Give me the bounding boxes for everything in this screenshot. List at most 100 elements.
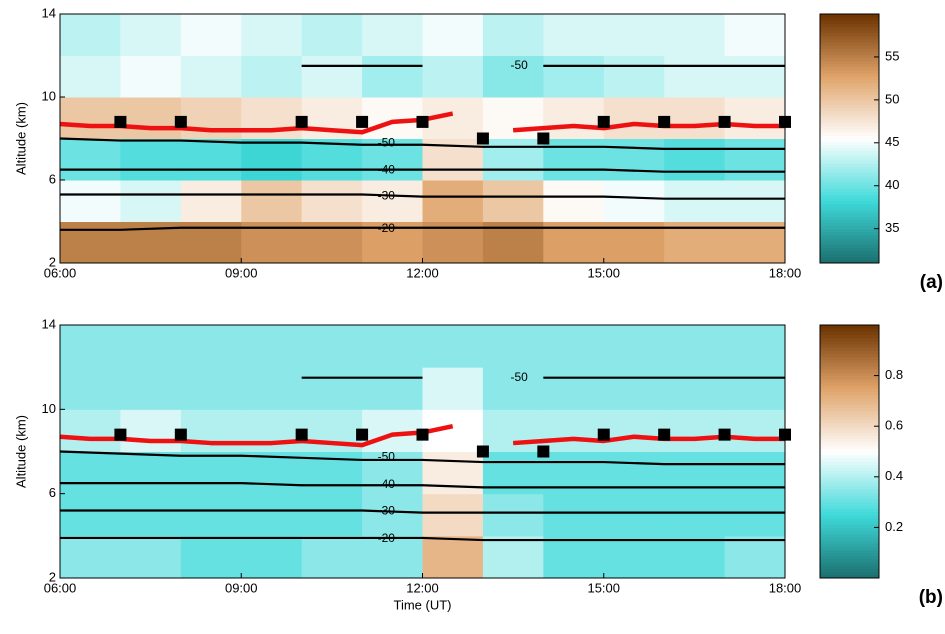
colorbar-swatch [820, 166, 879, 171]
square-marker [718, 115, 731, 128]
colorbar-swatch [820, 63, 879, 68]
colorbar-swatch [820, 464, 879, 468]
y-axis-label: Altitude (km) [13, 102, 28, 175]
colorbar-swatch [820, 540, 879, 544]
colorbar-swatch [820, 454, 879, 459]
colorbar-swatch [820, 32, 879, 37]
heatmap-cell [60, 451, 121, 495]
square-marker [597, 115, 610, 128]
colorbar-swatch [820, 60, 879, 65]
heatmap-cell [60, 409, 121, 452]
contour-label: -40 [378, 163, 396, 177]
colorbar-swatch [820, 169, 879, 174]
colorbar-swatch [820, 451, 879, 456]
colorbar-swatch [820, 325, 879, 329]
heatmap-cell [120, 493, 182, 537]
colorbar-swatch [820, 54, 879, 59]
heatmap-cell [180, 493, 242, 537]
heatmap-cell [724, 409, 786, 452]
colorbar-swatch [820, 231, 879, 236]
x-tick-label: 09:00 [225, 580, 258, 595]
y-tick-label: 6 [49, 171, 56, 186]
heatmap-cell [543, 535, 605, 579]
heatmap-cell [60, 97, 121, 139]
colorbar-swatch [820, 536, 879, 541]
colorbar-swatch [820, 426, 879, 430]
colorbar-swatch [820, 397, 879, 402]
heatmap-cell [120, 138, 182, 181]
colorbar-swatch [820, 445, 879, 449]
heatmap-cell [603, 97, 665, 139]
contour-label: -50 [378, 449, 396, 463]
colorbar-swatch [820, 334, 879, 339]
heatmap-cell [422, 55, 484, 98]
colorbar-tick-label: 40 [885, 177, 899, 192]
heatmap-cell [180, 409, 242, 452]
x-tick-label: 06:00 [44, 580, 77, 595]
colorbar-swatch [820, 138, 879, 143]
colorbar-swatch [820, 185, 879, 189]
colorbar-swatch [820, 432, 879, 437]
colorbar-swatch [820, 132, 879, 136]
colorbar-swatch [820, 126, 879, 130]
colorbar-swatch [820, 17, 879, 21]
colorbar-swatch [820, 559, 879, 563]
colorbar-swatch [820, 555, 879, 560]
colorbar-swatch [820, 378, 879, 383]
colorbar-swatch [820, 498, 879, 503]
heatmap-cell [664, 535, 726, 579]
colorbar-swatch [820, 35, 879, 40]
colorbar-swatch [820, 188, 879, 192]
heatmap-cell [241, 14, 303, 56]
colorbar-swatch [820, 88, 879, 93]
heatmap-cell [543, 97, 605, 139]
square-marker [114, 428, 127, 441]
square-marker [174, 115, 187, 128]
colorbar-swatch [820, 479, 879, 484]
heatmap-cell [362, 97, 423, 139]
heatmap-cell [543, 325, 605, 368]
colorbar-swatch [820, 73, 879, 77]
square-marker [658, 115, 671, 128]
heatmap-cell [180, 535, 242, 579]
colorbar-swatch [820, 568, 879, 573]
colorbar-swatch [820, 448, 879, 452]
colorbar-swatch [820, 438, 879, 443]
heatmap-cell [241, 451, 303, 495]
heatmap-cell [543, 493, 605, 537]
heatmap-cell [301, 535, 363, 579]
x-tick-label: 06:00 [44, 265, 77, 280]
heatmap-cell [664, 180, 726, 222]
heatmap-cell [422, 367, 484, 410]
heatmap-cell [241, 367, 303, 410]
contour-label: -20 [378, 221, 396, 235]
square-marker [295, 428, 308, 441]
heatmap-cell [301, 493, 363, 537]
heatmap-cell [362, 180, 423, 222]
colorbar-swatch [820, 241, 879, 245]
colorbar-swatch [820, 51, 879, 55]
heatmap-cell [543, 14, 605, 56]
heatmap-cell [664, 367, 726, 410]
colorbar-swatch [820, 70, 879, 74]
colorbar-swatch [820, 385, 879, 389]
colorbar-swatch [820, 141, 879, 146]
contour-label: -30 [378, 189, 396, 203]
contour-label: -50 [510, 370, 528, 384]
colorbar-swatch [820, 362, 879, 367]
colorbar-swatch [820, 549, 879, 554]
heatmap-cell [60, 221, 121, 264]
heatmap-cell [603, 325, 665, 368]
colorbar-swatch [820, 210, 879, 214]
heatmap-cell [603, 180, 665, 222]
heatmap-cell [60, 138, 121, 181]
x-tick-label: 18:00 [769, 265, 802, 280]
colorbar-swatch [820, 328, 879, 332]
heatmap-cell [120, 367, 182, 410]
colorbar-swatch [820, 225, 879, 230]
y-tick-label: 6 [49, 485, 56, 500]
heatmap-cell [60, 493, 121, 537]
colorbar-swatch [820, 172, 879, 177]
heatmap-cell [724, 367, 786, 410]
heatmap-cell [664, 138, 726, 181]
